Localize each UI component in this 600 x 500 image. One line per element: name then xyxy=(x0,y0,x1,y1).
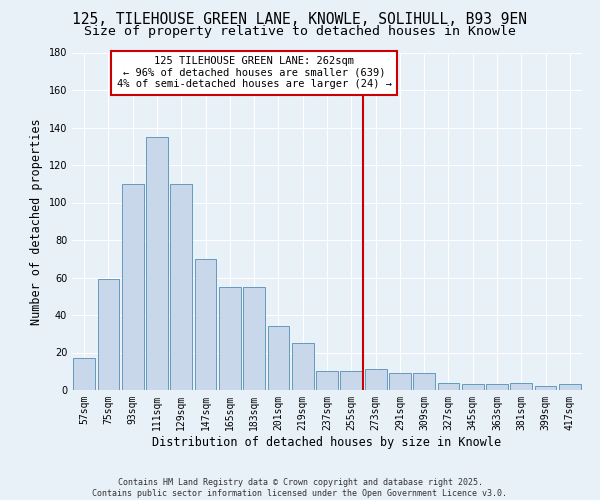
Text: 125 TILEHOUSE GREEN LANE: 262sqm
← 96% of detached houses are smaller (639)
4% o: 125 TILEHOUSE GREEN LANE: 262sqm ← 96% o… xyxy=(116,56,392,90)
Text: 125, TILEHOUSE GREEN LANE, KNOWLE, SOLIHULL, B93 9EN: 125, TILEHOUSE GREEN LANE, KNOWLE, SOLIH… xyxy=(73,12,527,28)
Bar xyxy=(559,384,581,390)
Bar xyxy=(122,184,143,390)
Bar xyxy=(511,382,532,390)
Bar xyxy=(243,287,265,390)
Bar xyxy=(365,370,386,390)
Bar xyxy=(462,384,484,390)
Bar xyxy=(73,358,95,390)
Bar xyxy=(535,386,556,390)
Bar xyxy=(268,326,289,390)
Bar xyxy=(194,259,217,390)
Bar xyxy=(146,137,168,390)
Bar xyxy=(170,184,192,390)
Bar xyxy=(413,373,435,390)
Text: Size of property relative to detached houses in Knowle: Size of property relative to detached ho… xyxy=(84,25,516,38)
Bar xyxy=(316,371,338,390)
Bar xyxy=(292,343,314,390)
Bar xyxy=(219,287,241,390)
Y-axis label: Number of detached properties: Number of detached properties xyxy=(30,118,43,324)
Bar xyxy=(486,384,508,390)
Bar xyxy=(97,280,119,390)
Bar xyxy=(389,373,411,390)
Bar xyxy=(340,371,362,390)
Text: Contains HM Land Registry data © Crown copyright and database right 2025.
Contai: Contains HM Land Registry data © Crown c… xyxy=(92,478,508,498)
Bar xyxy=(437,382,460,390)
X-axis label: Distribution of detached houses by size in Knowle: Distribution of detached houses by size … xyxy=(152,436,502,448)
